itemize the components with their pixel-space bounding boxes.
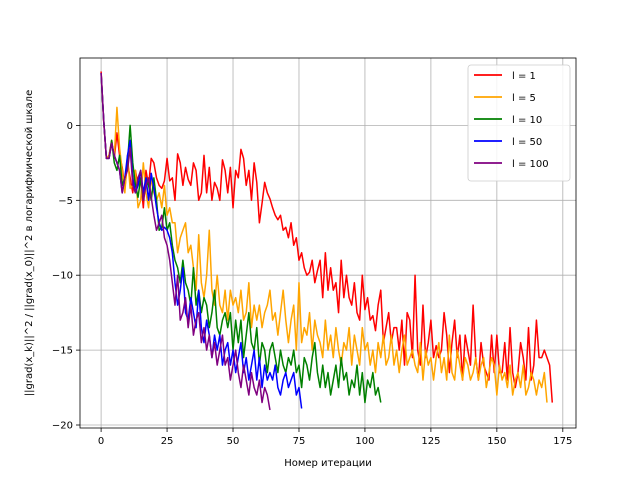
x-tick-label: 125 <box>421 436 440 447</box>
x-tick-label: 75 <box>293 436 306 447</box>
legend-label: l = 10 <box>512 115 542 126</box>
x-tick-label: 175 <box>553 436 572 447</box>
x-tick-label: 150 <box>487 436 506 447</box>
series-layer <box>100 71 554 411</box>
y-axis-label: ||grad(x_k)||^2 / ||grad(x_0)||^2 в лога… <box>24 90 35 396</box>
x-tick-label: 100 <box>355 436 374 447</box>
y-tick-label: −20 <box>52 421 73 432</box>
series-line-4 <box>100 72 303 409</box>
series-line-3 <box>100 74 382 404</box>
series-line-5 <box>100 72 271 411</box>
y-tick-label: −10 <box>52 271 73 282</box>
legend-label: l = 5 <box>512 93 536 104</box>
legend: l = 1 l = 5 l = 10 l = 50 l = 100 <box>467 64 571 182</box>
legend-box <box>467 64 571 182</box>
x-tick-label: 0 <box>98 436 104 447</box>
plot-frame <box>79 57 577 429</box>
x-axis-label: Номер итерации <box>284 458 372 469</box>
y-tick-label: 0 <box>67 121 73 132</box>
legend-label: l = 50 <box>512 137 542 148</box>
y-tick-label: −5 <box>58 196 73 207</box>
legend-label: l = 1 <box>512 71 536 82</box>
y-tick-label: −15 <box>52 346 73 357</box>
series-line-2 <box>100 72 548 403</box>
x-tick-label: 50 <box>227 436 240 447</box>
legend-label: l = 100 <box>512 159 549 170</box>
x-tick-label: 25 <box>161 436 174 447</box>
axes: 0 25 50 75 100 125 150 175 0 −5 −10 −15 −20 <box>52 57 577 447</box>
